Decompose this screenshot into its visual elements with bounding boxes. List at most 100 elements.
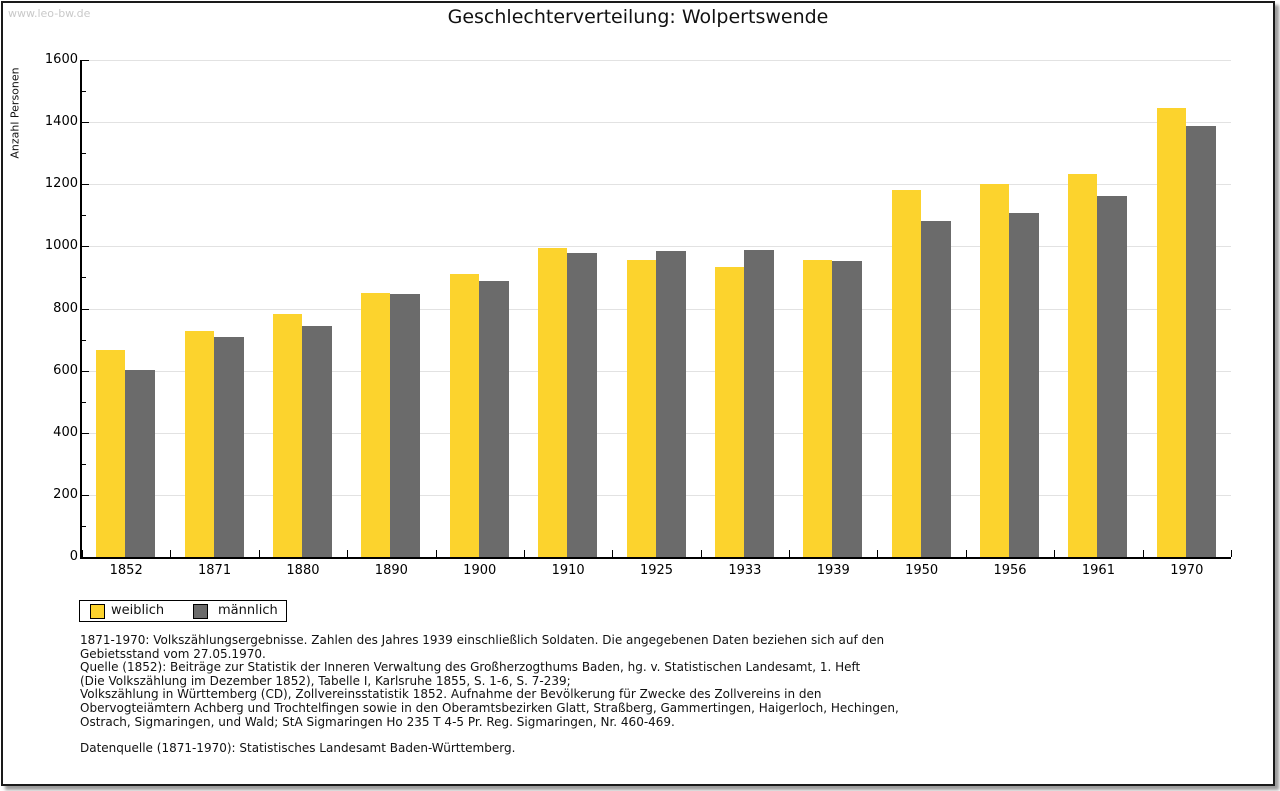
x-tick-label-1970: 1970 xyxy=(1170,563,1204,578)
y-axis-title: Anzahl Personen xyxy=(8,67,22,159)
gridline-1400 xyxy=(82,122,1231,124)
y-major-tick-200 xyxy=(82,494,89,496)
footnote-line-3: Quelle (1852): Beiträge zur Statistik de… xyxy=(80,660,861,675)
footnote-line-5: Volkszählung in Württemberg (CD), Zollve… xyxy=(80,687,822,702)
x-tick-label-1961: 1961 xyxy=(1081,563,1115,578)
footnote-line-7: Ostrach, Sigmaringen, und Wald; StA Sigm… xyxy=(80,714,675,729)
x-tick-label-1910: 1910 xyxy=(551,563,585,578)
x-axis-line xyxy=(80,557,1231,559)
x-tick-label-1880: 1880 xyxy=(286,563,320,578)
footnotes: 1871-1970: Volkszählungsergebnisse. Zahl… xyxy=(80,633,899,729)
y-tick-label-1600: 1600 xyxy=(44,52,78,67)
bar-weiblich-1956 xyxy=(980,184,1010,557)
x-tick-7 xyxy=(700,550,702,557)
y-minor-tick-900 xyxy=(82,277,86,279)
x-tick-12 xyxy=(1142,550,1144,557)
y-tick-label-400: 400 xyxy=(53,424,78,440)
footnote-line-6: Obervogteiämtern Achberg und Trochtelfin… xyxy=(80,700,899,715)
y-minor-tick-100 xyxy=(82,525,86,527)
y-major-tick-400 xyxy=(82,432,89,434)
bar-maennlich-1939 xyxy=(832,261,863,557)
x-tick-label-1925: 1925 xyxy=(639,563,674,578)
bar-weiblich-1910 xyxy=(538,248,568,557)
x-tick-1 xyxy=(170,550,172,557)
page-title: Geschlechterverteilung: Wolpertswende xyxy=(447,6,829,28)
y-tick-label-0: 0 xyxy=(69,549,78,564)
bar-weiblich-1871 xyxy=(184,331,214,557)
y-minor-tick-1500 xyxy=(82,91,86,93)
x-tick-label-1933: 1933 xyxy=(728,563,762,578)
footnote-line-4: (Die Volkszählung im Dezember 1852), Tab… xyxy=(80,673,571,688)
y-major-tick-800 xyxy=(82,308,89,310)
y-tick-label-1200: 1200 xyxy=(44,176,78,192)
y-tick-label-1000: 1000 xyxy=(44,238,78,254)
legend-label-maennlich: männlich xyxy=(218,603,278,618)
datasource-note: Datenquelle (1871-1970): Statistisches L… xyxy=(80,741,516,755)
x-tick-2 xyxy=(258,550,260,557)
x-tick-5 xyxy=(523,550,525,557)
bar-weiblich-1961 xyxy=(1068,174,1098,557)
x-tick-label-1956: 1956 xyxy=(993,563,1027,578)
bar-maennlich-1961 xyxy=(1097,196,1128,557)
legend-swatch-weiblich xyxy=(90,604,105,619)
legend-swatch-maennlich xyxy=(193,604,208,619)
x-tick-13 xyxy=(1231,550,1232,557)
bar-weiblich-1900 xyxy=(449,274,479,557)
legend-label-weiblich: weiblich xyxy=(111,603,165,618)
bar-maennlich-1956 xyxy=(1009,213,1040,557)
bar-weiblich-1950 xyxy=(891,190,921,557)
y-tick-label-600: 600 xyxy=(53,362,78,378)
bar-weiblich-1939 xyxy=(803,260,833,557)
bar-maennlich-1900 xyxy=(478,281,509,557)
y-major-tick-600 xyxy=(82,370,89,372)
y-major-tick-1200 xyxy=(82,184,89,186)
x-tick-3 xyxy=(347,550,349,557)
bar-maennlich-1880 xyxy=(301,326,332,557)
x-tick-label-1939: 1939 xyxy=(816,563,850,578)
x-tick-label-1871: 1871 xyxy=(198,563,232,578)
y-major-tick-1400 xyxy=(82,122,89,124)
x-tick-8 xyxy=(789,550,791,557)
x-tick-label-1890: 1890 xyxy=(374,563,408,578)
x-tick-10 xyxy=(965,550,967,557)
gridline-1000 xyxy=(82,246,1231,248)
footnote-line-2: Gebietsstand vom 27.05.1970. xyxy=(80,646,266,661)
watermark: www.leo-bw.de xyxy=(8,7,91,20)
y-tick-label-1400: 1400 xyxy=(44,114,78,130)
bar-weiblich-1890 xyxy=(361,293,391,557)
bar-weiblich-1852 xyxy=(96,350,126,557)
y-major-tick-1600 xyxy=(82,60,89,61)
x-tick-0 xyxy=(82,550,83,557)
x-tick-label-1900: 1900 xyxy=(463,563,497,578)
y-minor-tick-500 xyxy=(82,401,86,403)
bar-weiblich-1925 xyxy=(626,260,656,557)
y-minor-tick-700 xyxy=(82,339,86,341)
gridline-1200 xyxy=(82,184,1231,186)
x-tick-4 xyxy=(435,550,437,557)
bar-maennlich-1933 xyxy=(743,250,774,557)
x-tick-6 xyxy=(612,550,614,557)
x-tick-label-1950: 1950 xyxy=(905,563,939,578)
y-tick-label-800: 800 xyxy=(53,300,78,316)
legend: weiblich männlich xyxy=(79,600,287,622)
footnote-line-1: 1871-1970: Volkszählungsergebnisse. Zahl… xyxy=(80,633,885,647)
bar-weiblich-1970 xyxy=(1156,108,1186,557)
x-tick-11 xyxy=(1054,550,1056,557)
y-minor-tick-300 xyxy=(82,463,86,465)
y-minor-tick-1100 xyxy=(82,215,86,217)
bar-maennlich-1890 xyxy=(390,294,421,557)
bar-maennlich-1925 xyxy=(655,251,686,557)
bar-weiblich-1933 xyxy=(714,267,744,557)
y-minor-tick-1300 xyxy=(82,153,86,155)
bar-maennlich-1852 xyxy=(125,370,156,557)
bar-weiblich-1880 xyxy=(272,314,302,557)
bar-maennlich-1871 xyxy=(213,337,244,557)
x-tick-label-1852: 1852 xyxy=(109,563,143,578)
y-major-tick-0 xyxy=(82,557,89,558)
x-tick-9 xyxy=(877,550,879,557)
y-tick-label-200: 200 xyxy=(53,486,78,502)
y-axis-line xyxy=(80,60,82,559)
y-major-tick-1000 xyxy=(82,246,89,248)
bar-maennlich-1970 xyxy=(1185,126,1216,557)
